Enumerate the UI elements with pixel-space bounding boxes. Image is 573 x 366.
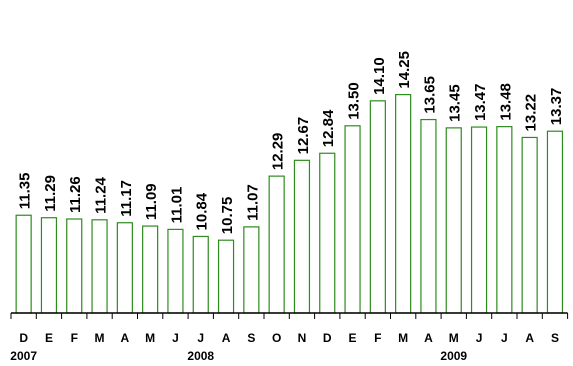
value-label: 13.22 bbox=[523, 94, 540, 132]
category-label: O bbox=[272, 331, 281, 345]
value-label: 11.35 bbox=[17, 173, 34, 210]
bar bbox=[319, 152, 336, 314]
category-label: M bbox=[398, 331, 408, 345]
category-label: A bbox=[525, 331, 534, 345]
year-labels-layer: 2007 2008 2009 bbox=[10, 349, 467, 363]
bar bbox=[192, 235, 209, 314]
value-label: 13.47 bbox=[472, 84, 489, 122]
bar bbox=[369, 100, 386, 314]
value-label: 10.75 bbox=[219, 197, 236, 235]
category-label: E bbox=[45, 331, 53, 345]
category-label: N bbox=[298, 331, 307, 345]
bar bbox=[116, 222, 133, 314]
bar bbox=[470, 126, 488, 314]
category-label: J bbox=[172, 331, 179, 345]
value-label: 11.29 bbox=[42, 175, 59, 212]
year-label: 2007 bbox=[10, 349, 37, 363]
year-label: 2008 bbox=[187, 349, 214, 363]
bar bbox=[445, 127, 462, 314]
value-label: 13.50 bbox=[346, 82, 363, 120]
category-label: A bbox=[424, 331, 433, 345]
bar bbox=[344, 125, 361, 314]
category-label: S bbox=[551, 331, 559, 345]
bar bbox=[217, 239, 235, 314]
category-label: D bbox=[19, 331, 28, 345]
bar bbox=[167, 228, 184, 314]
bar bbox=[268, 175, 285, 314]
category-label: S bbox=[247, 331, 255, 345]
x-ticks-layer bbox=[10, 313, 569, 319]
value-label: 14.25 bbox=[396, 51, 413, 89]
bar bbox=[91, 219, 108, 314]
value-label: 11.26 bbox=[67, 176, 84, 213]
year-label: 2009 bbox=[440, 349, 467, 363]
category-label: A bbox=[222, 331, 231, 345]
bar bbox=[40, 217, 58, 314]
value-label: 11.17 bbox=[118, 180, 135, 217]
value-label: 11.01 bbox=[168, 187, 185, 224]
value-label: 13.65 bbox=[421, 76, 438, 114]
value-label: 11.09 bbox=[143, 183, 160, 220]
bar bbox=[546, 130, 564, 314]
value-label: 11.24 bbox=[93, 176, 110, 213]
value-label: 12.84 bbox=[320, 109, 337, 147]
category-label: A bbox=[121, 331, 130, 345]
bar bbox=[142, 225, 159, 314]
category-label: F bbox=[71, 331, 78, 345]
category-label: J bbox=[476, 331, 483, 345]
category-label: F bbox=[374, 331, 381, 345]
bar bbox=[243, 226, 260, 314]
value-label: 13.45 bbox=[447, 84, 464, 122]
bar bbox=[15, 214, 32, 314]
bar bbox=[395, 93, 412, 314]
value-label: 14.10 bbox=[371, 57, 388, 95]
value-label: 11.07 bbox=[244, 184, 261, 221]
category-label: M bbox=[449, 331, 459, 345]
category-label: E bbox=[349, 331, 357, 345]
value-label: 10.84 bbox=[194, 192, 211, 230]
category-label: M bbox=[145, 331, 155, 345]
bar bbox=[496, 126, 513, 314]
bar bbox=[420, 118, 437, 314]
bar bbox=[293, 159, 311, 314]
value-label: 12.67 bbox=[295, 117, 312, 155]
value-label: 13.37 bbox=[548, 88, 565, 126]
category-label: M bbox=[95, 331, 105, 345]
value-labels-layer: 11.35 11.29 11.26 11.24 11.17 11.09 11.01 10.84… bbox=[17, 51, 565, 234]
category-label: J bbox=[501, 331, 508, 345]
bar bbox=[66, 218, 83, 314]
bar bbox=[521, 136, 538, 314]
category-label: J bbox=[197, 331, 204, 345]
category-label: D bbox=[323, 331, 332, 345]
value-label: 13.48 bbox=[497, 83, 514, 121]
value-label: 12.29 bbox=[270, 133, 287, 171]
